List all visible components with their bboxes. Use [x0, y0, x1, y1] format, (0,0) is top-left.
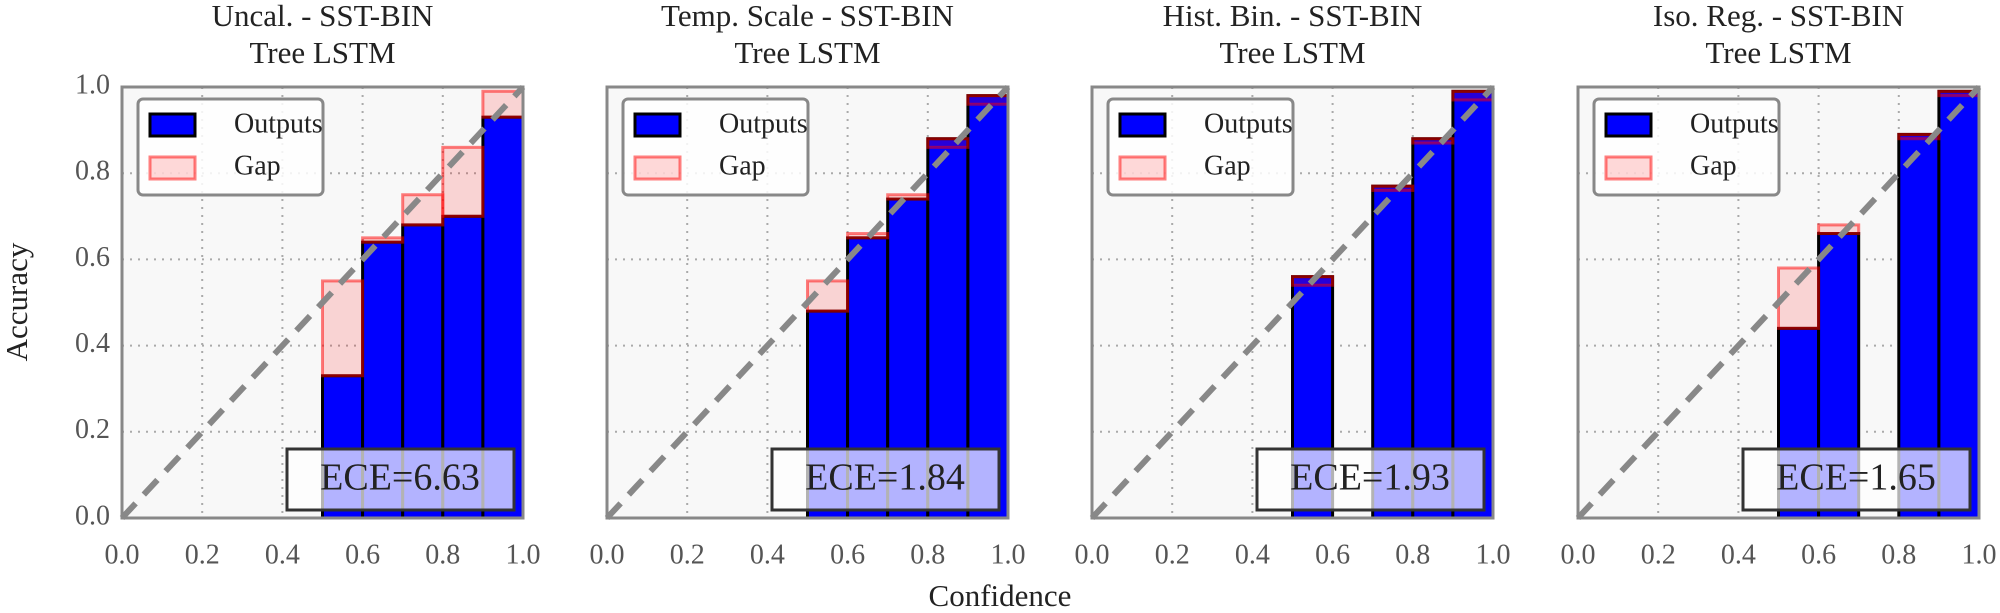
- chart-subtitle: Tree LSTM: [1219, 35, 1365, 70]
- ece-annotation: ECE=1.65: [1776, 457, 1936, 499]
- x-tick-label: 1.0: [506, 539, 541, 570]
- ece-annotation: ECE=6.63: [320, 457, 480, 499]
- x-tick-label: 0.8: [425, 539, 460, 570]
- x-tick-label: 0.8: [1395, 539, 1430, 570]
- plot-frame: [1090, 85, 1495, 520]
- x-tick-label: 0.6: [345, 539, 380, 570]
- legend-label: Gap: [719, 150, 766, 181]
- legend-label: Gap: [234, 150, 281, 181]
- x-tick-label: 0.2: [1641, 539, 1676, 570]
- diagonal: [119, 84, 526, 521]
- annotation-box: [1255, 447, 1486, 512]
- x-tick-label: 0.8: [1881, 539, 1916, 570]
- x-tick-label: 0.8: [910, 539, 945, 570]
- chart-title: Hist. Bin. - SST-BIN: [1163, 0, 1423, 33]
- x-tick-label: 0.6: [830, 539, 865, 570]
- x-tick-label: 0.0: [590, 539, 625, 570]
- legend-swatch: [148, 112, 197, 138]
- ece-annotation: ECE=1.93: [1290, 457, 1450, 499]
- x-tick-label: 1.0: [991, 539, 1026, 570]
- x-tick-label: 0.2: [185, 539, 220, 570]
- gap-bar: [926, 137, 970, 149]
- x-tick-label: 1.0: [1962, 539, 1997, 570]
- gap-bar: [1411, 137, 1455, 145]
- x-axis-label: Confidence: [929, 578, 1072, 613]
- y-tick-label: 0.0: [75, 500, 110, 531]
- legend-label: Outputs: [1690, 108, 1779, 139]
- ece-annotation: ECE=1.84: [805, 457, 965, 499]
- legend-swatch: [633, 155, 682, 181]
- gap-bar: [1371, 184, 1415, 192]
- chart-title: Uncal. - SST-BIN: [212, 0, 434, 33]
- chart-title: Temp. Scale - SST-BIN: [661, 0, 954, 33]
- chart-subtitle: Tree LSTM: [249, 35, 395, 70]
- annotation-box: [285, 447, 516, 512]
- annotation-box: [770, 447, 1001, 512]
- x-tick-label: 1.0: [1476, 539, 1511, 570]
- legend-swatch: [633, 112, 682, 138]
- legend-swatch: [1118, 112, 1167, 138]
- gap-bar: [361, 236, 405, 244]
- gap-bar: [1897, 132, 1941, 141]
- plot-frame: [120, 85, 525, 520]
- x-tick-label: 0.0: [105, 539, 140, 570]
- x-tick-label: 0.4: [1721, 539, 1756, 570]
- diagonal: [604, 84, 1011, 521]
- plot-frame: [605, 85, 1010, 520]
- chart-subtitle: Tree LSTM: [1705, 35, 1851, 70]
- legend-swatch: [148, 155, 197, 181]
- x-tick-label: 0.6: [1315, 539, 1350, 570]
- x-tick-label: 0.4: [750, 539, 785, 570]
- x-tick-label: 0.6: [1801, 539, 1836, 570]
- diagonal: [1575, 84, 1982, 521]
- legend-swatch: [1118, 155, 1167, 181]
- chart-subtitle: Tree LSTM: [734, 35, 880, 70]
- legend-swatch: [1604, 112, 1653, 138]
- x-tick-label: 0.4: [265, 539, 300, 570]
- chart-title: Iso. Reg. - SST-BIN: [1653, 0, 1904, 33]
- output-bar: [1937, 89, 1981, 520]
- legend-label: Gap: [1690, 150, 1737, 181]
- legend-label: Outputs: [234, 108, 323, 139]
- x-tick-label: 0.2: [1155, 539, 1190, 570]
- legend-label: Gap: [1204, 150, 1251, 181]
- y-tick-label: 0.6: [75, 242, 110, 273]
- x-tick-label: 0.0: [1075, 539, 1110, 570]
- x-tick-label: 0.4: [1235, 539, 1270, 570]
- legend-label: Outputs: [1204, 108, 1293, 139]
- gap-bar: [441, 145, 485, 218]
- y-tick-label: 0.2: [75, 414, 110, 445]
- x-tick-label: 0.2: [670, 539, 705, 570]
- plot-frame: [1576, 85, 1981, 520]
- legend-swatch: [1604, 155, 1653, 181]
- x-tick-label: 0.0: [1561, 539, 1596, 570]
- legend-label: Outputs: [719, 108, 808, 139]
- y-tick-label: 1.0: [75, 69, 110, 100]
- y-tick-label: 0.4: [75, 328, 110, 359]
- y-tick-label: 0.8: [75, 156, 110, 187]
- diagonal: [1089, 84, 1496, 521]
- annotation-box: [1741, 447, 1972, 512]
- gap-bar: [886, 193, 930, 201]
- y-axis-label: Accuracy: [0, 242, 34, 361]
